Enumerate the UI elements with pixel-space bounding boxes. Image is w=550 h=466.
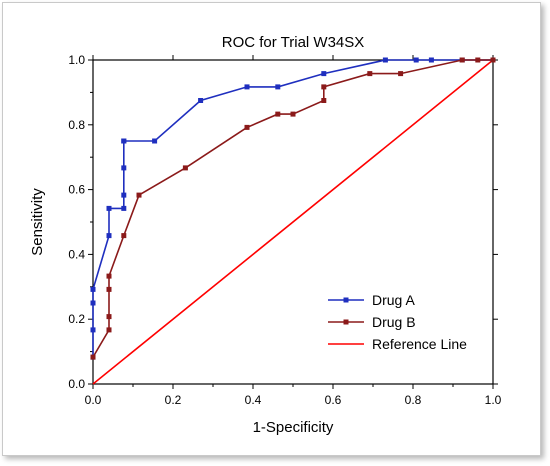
- x-tick-label: 0.4: [245, 393, 262, 407]
- data-point-drug-b: [290, 111, 296, 117]
- data-point-drug-a: [244, 84, 250, 90]
- legend-label-reference-line: Reference Line: [372, 336, 467, 352]
- data-point-drug-a: [121, 205, 127, 211]
- data-point-drug-a: [321, 71, 327, 77]
- data-point-drug-b: [398, 71, 404, 77]
- series-line-drug-a: [92, 59, 493, 358]
- x-tick-label: 0.2: [165, 393, 182, 407]
- data-point-drug-a: [90, 327, 96, 333]
- data-point-drug-b: [121, 233, 127, 239]
- chart-title: ROC for Trial W34SX: [222, 34, 365, 51]
- data-point-drug-b: [321, 98, 327, 103]
- legend-marker-drug-b: [343, 319, 349, 325]
- data-point-drug-b: [490, 57, 496, 63]
- data-point-drug-a: [275, 84, 281, 90]
- data-point-drug-b: [136, 192, 142, 198]
- x-tick-label: 0.8: [405, 393, 422, 407]
- data-point-drug-b: [106, 273, 112, 279]
- x-tick-label: 0.6: [325, 393, 342, 407]
- plot-area: 0.00.0 0.2 0.2 0.4 0.4 0.6 0.6 0.8 0.8 1.0 1.0: [68, 53, 501, 407]
- legend: Drug A Drug B Reference Line: [328, 292, 467, 352]
- data-point-drug-b: [321, 84, 327, 90]
- x-axis-label: 1-Specificity: [253, 419, 334, 436]
- data-point-drug-a: [413, 57, 419, 63]
- data-point-drug-b: [275, 111, 281, 117]
- data-point-drug-a: [106, 205, 112, 211]
- chart-frame: [2, 2, 541, 456]
- data-point-drug-b: [90, 354, 96, 360]
- data-point-drug-b: [459, 57, 465, 63]
- y-tick-label: 0.6: [68, 183, 85, 197]
- data-point-drug-a: [106, 233, 112, 239]
- data-point-drug-a: [382, 57, 388, 63]
- data-point-drug-a: [198, 98, 204, 103]
- legend-label-drug-a: Drug A: [372, 292, 415, 308]
- data-point-drug-b: [244, 124, 250, 130]
- y-tick-label: 0.0: [68, 377, 85, 391]
- y-tick-label: 0.4: [68, 247, 85, 261]
- legend-label-drug-b: Drug B: [372, 314, 416, 330]
- data-point-drug-b: [106, 314, 112, 320]
- data-point-drug-a: [428, 57, 434, 63]
- data-point-drug-b: [106, 327, 112, 333]
- data-point-drug-b: [106, 286, 112, 292]
- series-line-drug-b: [92, 59, 493, 358]
- data-point-drug-a: [90, 300, 96, 306]
- data-point-drug-a: [121, 192, 127, 198]
- data-point-drug-a: [90, 286, 96, 292]
- data-point-drug-a: [152, 138, 158, 144]
- data-point-drug-b: [367, 71, 373, 77]
- series-line-reference-line: [92, 59, 494, 385]
- data-point-drug-b: [182, 165, 188, 171]
- y-tick-label: 1.0: [68, 53, 85, 67]
- x-tick-label: 1.0: [485, 393, 502, 407]
- data-point-drug-a: [121, 165, 127, 171]
- y-tick-label: 0.8: [68, 118, 85, 132]
- data-point-drug-b: [475, 57, 481, 63]
- y-tick-label: 0.2: [68, 312, 85, 326]
- y-axis-label: Sensitivity: [29, 188, 46, 256]
- data-point-drug-a: [121, 138, 127, 144]
- x-tick-label: 0.0: [85, 393, 102, 407]
- legend-marker-drug-a: [343, 297, 349, 303]
